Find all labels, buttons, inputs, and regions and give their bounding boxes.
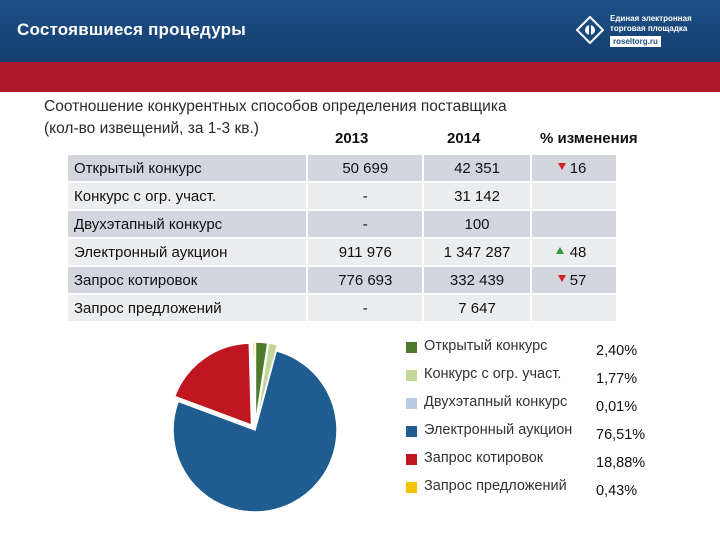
- logo-text-line1: Единая электронная: [610, 14, 692, 23]
- value-2013: -: [307, 210, 425, 239]
- change-value: 57: [569, 272, 587, 289]
- legend-label: Двухэтапный конкурс: [424, 394, 568, 410]
- change-value: 16: [569, 160, 587, 177]
- legend-label: Электронный аукцион: [424, 422, 573, 438]
- legend-item: Запрос предложений 0,43%: [406, 477, 706, 501]
- change-cell: [530, 182, 619, 211]
- procedure-name: Двухэтапный конкурс: [68, 210, 309, 239]
- legend-label: Запрос предложений: [424, 478, 567, 494]
- logo: Единая электронная торговая площадка ros…: [576, 10, 716, 52]
- pie-chart: [172, 341, 338, 513]
- legend-swatch: [406, 426, 417, 437]
- value-2013: 776 693: [307, 266, 425, 295]
- column-header-2013: 2013: [335, 130, 369, 147]
- pie-slice: [251, 341, 256, 425]
- legend-item: Открытый конкурс 2,40%: [406, 337, 706, 361]
- accent-bar: [0, 62, 720, 92]
- change-cell: 48: [530, 238, 619, 267]
- legend-value: 2,40%: [596, 343, 638, 359]
- subtitle-line2: (кол-во извещений, за 1-3 кв.): [44, 120, 259, 137]
- pie-slice: [172, 349, 338, 513]
- change-cell: 16: [530, 155, 619, 183]
- legend-swatch: [406, 398, 417, 409]
- value-2013: -: [307, 182, 425, 211]
- procedures-table: Открытый конкурс 50 699 42 351 16 Конкурс с …: [68, 155, 619, 323]
- value-2014: 42 351: [423, 155, 532, 183]
- legend-label: Открытый конкурс: [424, 338, 548, 354]
- legend-swatch: [406, 370, 417, 381]
- change-cell: 57: [530, 266, 619, 295]
- legend-label: Запрос котировок: [424, 450, 544, 466]
- logo-mark-icon: [576, 16, 604, 44]
- page-title: Состоявшиеся процедуры: [17, 20, 246, 39]
- legend-item: Двухэтапный конкурс 0,01%: [406, 393, 706, 417]
- table-row: Конкурс с огр. участ. -31 142: [68, 182, 619, 211]
- subtitle-line1: Соотношение конкурентных способов опреде…: [44, 98, 507, 115]
- procedure-name: Запрос предложений: [68, 294, 309, 323]
- value-2013: 50 699: [307, 155, 425, 183]
- value-2013: 911 976: [307, 238, 425, 267]
- table-row: Запрос предложений -7 647: [68, 294, 619, 323]
- legend-value: 0,01%: [596, 399, 638, 415]
- procedure-name: Электронный аукцион: [68, 238, 309, 267]
- legend-item: Запрос котировок 18,88%: [406, 449, 706, 473]
- legend-item: Электронный аукцион 76,51%: [406, 421, 706, 445]
- value-2014: 7 647: [423, 294, 532, 323]
- legend-value: 76,51%: [596, 427, 646, 443]
- column-header-change: % изменения: [540, 130, 638, 147]
- procedure-name: Запрос котировок: [68, 266, 309, 295]
- logo-url: roseltorg.ru: [610, 36, 661, 47]
- legend-value: 1,77%: [596, 371, 638, 387]
- value-2014: 31 142: [423, 182, 532, 211]
- column-header-2014: 2014: [447, 130, 481, 147]
- legend-swatch: [406, 454, 417, 465]
- legend-value: 18,88%: [596, 455, 646, 471]
- change-cell: [530, 210, 619, 239]
- arrow-up-icon: [555, 247, 564, 254]
- legend-swatch: [406, 482, 417, 493]
- table-row: Открытый конкурс 50 699 42 351 16: [68, 155, 619, 183]
- procedure-name: Открытый конкурс: [68, 155, 309, 183]
- table-row: Электронный аукцион 911 976 1 347 287 48: [68, 238, 619, 267]
- change-value: 48: [569, 244, 587, 261]
- value-2013: -: [307, 294, 425, 323]
- logo-text-line2: торговая площадка: [610, 24, 688, 33]
- change-cell: [530, 294, 619, 323]
- table-row: Запрос котировок 776 693 332 439 57: [68, 266, 619, 295]
- legend-value: 0,43%: [596, 483, 638, 499]
- legend-label: Конкурс с огр. участ.: [424, 366, 562, 382]
- value-2014: 332 439: [423, 266, 532, 295]
- header-bar: Состоявшиеся процедуры Единая электронна…: [0, 0, 720, 62]
- legend-item: Конкурс с огр. участ. 1,77%: [406, 365, 706, 389]
- arrow-down-icon: [557, 275, 566, 282]
- legend-swatch: [406, 342, 417, 353]
- pie-slice: [173, 342, 253, 427]
- arrow-down-icon: [557, 163, 566, 170]
- table-row: Двухэтапный конкурс -100: [68, 210, 619, 239]
- procedure-name: Конкурс с огр. участ.: [68, 182, 309, 211]
- slide-subtitle: Соотношение конкурентных способов опреде…: [44, 96, 684, 140]
- value-2014: 100: [423, 210, 532, 239]
- value-2014: 1 347 287: [423, 238, 532, 267]
